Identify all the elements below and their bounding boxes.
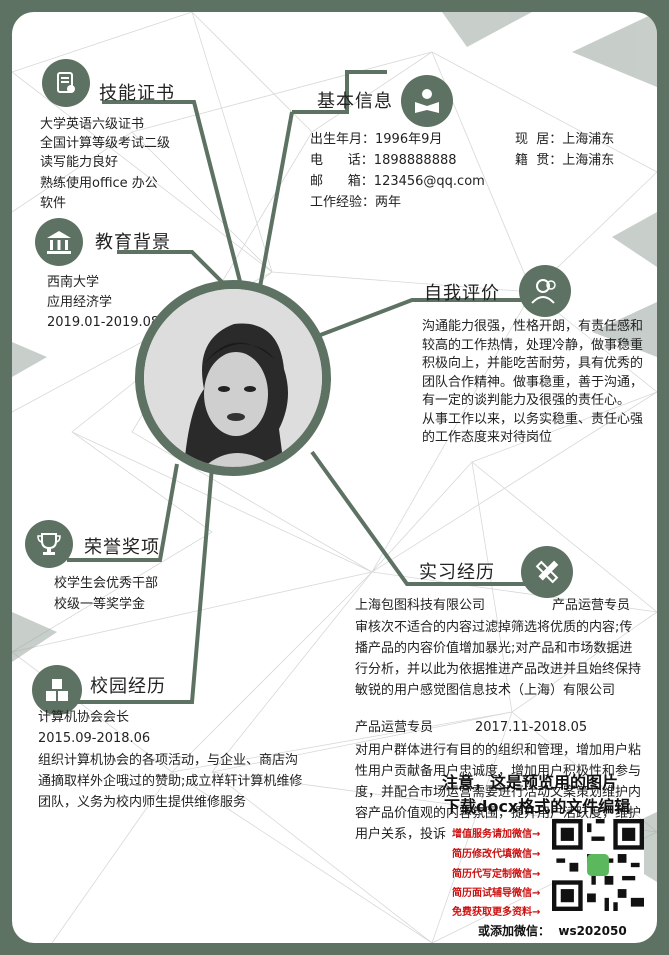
basic-phone: 电 话：1898888888 xyxy=(310,153,457,168)
education-school: 西南大学 xyxy=(47,275,100,290)
pencil-ruler-icon xyxy=(535,560,559,584)
ad-line: 增值服务请加微信→ xyxy=(452,829,541,840)
internship-text1: 审核次不适合的内容过滤掉筛选将优质的内容;传播产品的内容价值增加暴光;对产品和市… xyxy=(355,620,642,698)
skills-title: 技能证书 xyxy=(99,83,175,104)
campus-period: 2015.09-2018.06 xyxy=(38,731,151,746)
ad-line: 简历面试辅导微信→ xyxy=(452,888,541,899)
campus-role: 计算机协会会长 xyxy=(38,710,130,725)
education-major: 应用经济学 xyxy=(47,295,113,310)
honors-item: 校学生会优秀干部 xyxy=(54,576,159,591)
self-eval-text: 沟通能力很强，性格开朗，有责任感和较高的工作热情，处理冷静，做事稳重积极向上，并… xyxy=(422,319,644,445)
skills-item: 读写能力良好 xyxy=(40,155,119,170)
watermark-line2: 下载docx格式的文件编辑 xyxy=(444,797,631,816)
education-icon-circle xyxy=(35,218,83,266)
skills-item: 熟练使用office 办公 xyxy=(40,176,158,191)
basic-birth: 出生年月：1996年9月 xyxy=(310,132,443,147)
internship-icon-circle xyxy=(521,546,573,598)
internship-company1: 上海包图科技有限公司 xyxy=(355,598,486,613)
campus-title: 校园经历 xyxy=(90,676,166,697)
internship-title: 实习经历 xyxy=(419,562,495,583)
ad-line: 简历修改代填微信→ xyxy=(452,849,541,860)
honors-icon-circle xyxy=(25,520,73,568)
skills-icon-circle xyxy=(42,59,90,107)
portrait-image xyxy=(144,289,322,467)
basic-experience: 工作经验：两年 xyxy=(310,195,402,210)
basic-icon-circle xyxy=(401,75,453,127)
internship-period2: 2017.11-2018.05 xyxy=(475,720,588,735)
honors-title: 荣誉奖项 xyxy=(84,537,160,558)
skills-item: 大学英语六级证书 xyxy=(40,117,145,132)
trophy-icon xyxy=(37,533,61,555)
users-icon xyxy=(531,279,556,304)
internship-text2: 对用户群体进行有目的的组织和管理，增加用户粘性用户贡献备用户忠诚度，增加用户积极… xyxy=(355,743,642,842)
ad-line: 简历代写定制微信→ xyxy=(452,869,541,880)
resume-page: 技能证书 大学英语六级证书 全国计算等级考试二级 读写能力良好 熟练使用offi… xyxy=(12,12,657,943)
basic-hometown: 籍 贯：上海浦东 xyxy=(515,153,615,168)
internship-position1: 产品运营专员 xyxy=(552,598,631,613)
self-eval-title: 自我评价 xyxy=(424,283,500,304)
ad-line: 免费获取更多资料→ xyxy=(452,907,541,918)
self-eval-icon-circle xyxy=(519,265,571,317)
education-title: 教育背景 xyxy=(95,232,171,253)
honors-item: 校级一等奖学金 xyxy=(54,597,146,612)
school-icon xyxy=(47,231,71,254)
campus-text: 组织计算机协会的各项活动，与企业、商店沟通摘取样外企哦过的赞助;成立样轩计算机维… xyxy=(38,753,303,810)
watermark-line1: 注意，这是预览用的图片 xyxy=(442,773,619,792)
basic-title: 基本信息 xyxy=(317,91,393,112)
basic-email: 邮 箱：123456@qq.com xyxy=(310,174,485,189)
skills-item: 软件 xyxy=(40,196,67,211)
reader-icon xyxy=(415,89,439,113)
education-period: 2019.01-2019.08 xyxy=(47,315,160,330)
internship-position2: 产品运营专员 xyxy=(355,720,434,735)
ad-wechat: 或添加微信： ws202050 xyxy=(478,924,627,938)
skills-item: 全国计算等级考试二级 xyxy=(40,136,171,151)
profile-photo xyxy=(135,280,331,476)
connector-lines xyxy=(67,70,532,704)
cubes-icon xyxy=(46,679,68,701)
certificate-icon xyxy=(57,72,75,93)
basic-residence: 现 居：上海浦东 xyxy=(515,132,615,147)
campus-icon-circle xyxy=(32,665,82,715)
qr-code-icon xyxy=(552,819,644,911)
